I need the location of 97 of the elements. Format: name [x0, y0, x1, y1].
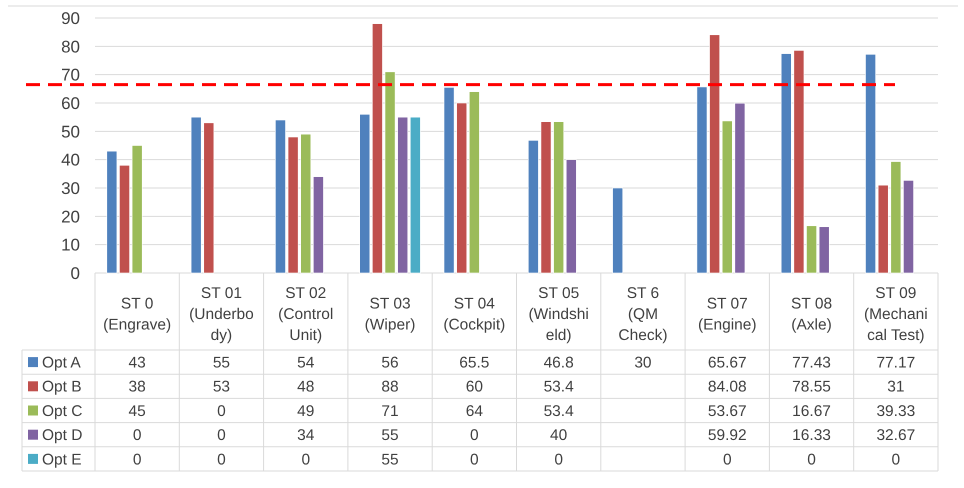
x-tick-label: ST 05 (Windshi eld): [528, 284, 589, 344]
data-label: 0: [807, 451, 816, 468]
x-tick-label: ST 02 (Control Unit): [278, 284, 334, 344]
bar: [566, 159, 577, 274]
bar: [553, 121, 564, 274]
bar: [190, 116, 202, 274]
data-label: 0: [217, 451, 226, 468]
x-tick-label: ST 08 (Axle): [791, 295, 832, 334]
data-label: 71: [381, 402, 399, 420]
data-label: 0: [722, 451, 732, 468]
data-label: 55: [381, 427, 399, 444]
data-label: 32.67: [876, 427, 916, 444]
y-tick-label: 60: [61, 94, 80, 113]
data-label: 0: [470, 451, 480, 468]
y-tick-label: 50: [61, 122, 80, 142]
data-label: 38: [128, 378, 146, 396]
data-label: 54: [297, 354, 315, 372]
bar: [818, 226, 830, 274]
data-label: 0: [217, 427, 226, 444]
data-label: 60: [466, 378, 484, 396]
bar: [612, 188, 624, 274]
bar: [890, 161, 902, 274]
x-tick-label: ST 03 (Wiper): [364, 295, 416, 334]
data-label: 55: [212, 354, 230, 372]
bar: [528, 140, 539, 274]
bar: [359, 114, 370, 274]
data-label: 39.33: [876, 402, 916, 420]
y-tick-label: 90: [61, 8, 80, 28]
data-label: 65.5: [459, 354, 490, 372]
data-label: 55: [381, 451, 399, 468]
y-tick-label: 10: [61, 236, 80, 255]
bar: [119, 165, 130, 274]
bar: [313, 176, 324, 274]
legend-label: Opt D: [42, 427, 82, 444]
data-label: 84.08: [708, 378, 747, 396]
data-label: 16.33: [792, 427, 831, 444]
bar: [410, 116, 421, 274]
x-tick-label: ST 01 (Underbo dy): [189, 284, 254, 344]
bar: [300, 134, 312, 274]
legend-label: Opt B: [42, 378, 82, 396]
x-tick-label: ST 07 (Engine): [698, 295, 757, 334]
bar: [132, 145, 143, 274]
bar: [780, 53, 792, 274]
data-label: 34: [297, 427, 315, 444]
x-tick-label: ST 0 (Engrave): [103, 295, 172, 334]
y-tick-label: 80: [61, 37, 80, 56]
data-label: 0: [301, 451, 310, 468]
data-label: 43: [128, 354, 146, 372]
y-tick-label: 0: [70, 264, 80, 283]
data-label: 0: [892, 451, 901, 468]
data-label: 45: [128, 402, 146, 420]
legend-label: Opt C: [42, 402, 82, 420]
data-label: 30: [634, 354, 652, 372]
bar: [468, 91, 480, 274]
data-label: 53.4: [544, 378, 574, 396]
bar: [397, 116, 408, 274]
bar: [456, 102, 468, 274]
legend-label: Opt A: [42, 354, 82, 372]
data-label: 88: [381, 378, 399, 396]
x-tick-label: ST 09 (Mechani cal Test): [864, 284, 928, 344]
data-label: 40: [550, 427, 568, 444]
y-tick-label: 20: [61, 207, 80, 226]
bar: [540, 121, 552, 274]
y-tick-label: 70: [61, 66, 80, 85]
data-label: 31: [887, 378, 904, 396]
data-label: 0: [217, 402, 226, 420]
data-label: 46.8: [544, 354, 574, 372]
data-label: 0: [132, 427, 142, 444]
bar: [203, 122, 214, 274]
data-label: 0: [132, 451, 142, 468]
bar: [722, 120, 733, 274]
data-label: 49: [297, 402, 314, 420]
data-label: 0: [470, 427, 480, 444]
bar: [734, 102, 746, 274]
data-label: 59.92: [708, 427, 747, 444]
data-label: 56: [381, 354, 399, 372]
data-label: 78.55: [792, 378, 831, 396]
data-label: 53.4: [544, 402, 574, 420]
data-label: 64: [466, 402, 484, 420]
x-tick-label: ST 6 (QM Check): [618, 284, 668, 344]
y-tick-label: 30: [61, 178, 80, 198]
data-label: 53.67: [708, 402, 747, 420]
legend-label: Opt E: [42, 451, 82, 468]
data-label: 16.67: [792, 402, 831, 420]
x-tick-label: ST 04 (Cockpit): [443, 295, 506, 334]
bar: [106, 150, 118, 274]
data-label: 48: [297, 378, 314, 396]
data-label: 77.43: [792, 354, 831, 372]
bar: [444, 87, 454, 274]
data-label: 53: [212, 378, 230, 396]
data-label: 65.67: [708, 354, 747, 372]
bar: [903, 180, 914, 274]
data-label: 0: [554, 451, 564, 468]
data-label: 77.17: [876, 354, 916, 372]
bar: [865, 54, 876, 274]
y-tick-label: 40: [61, 150, 80, 170]
bar: [878, 184, 889, 274]
